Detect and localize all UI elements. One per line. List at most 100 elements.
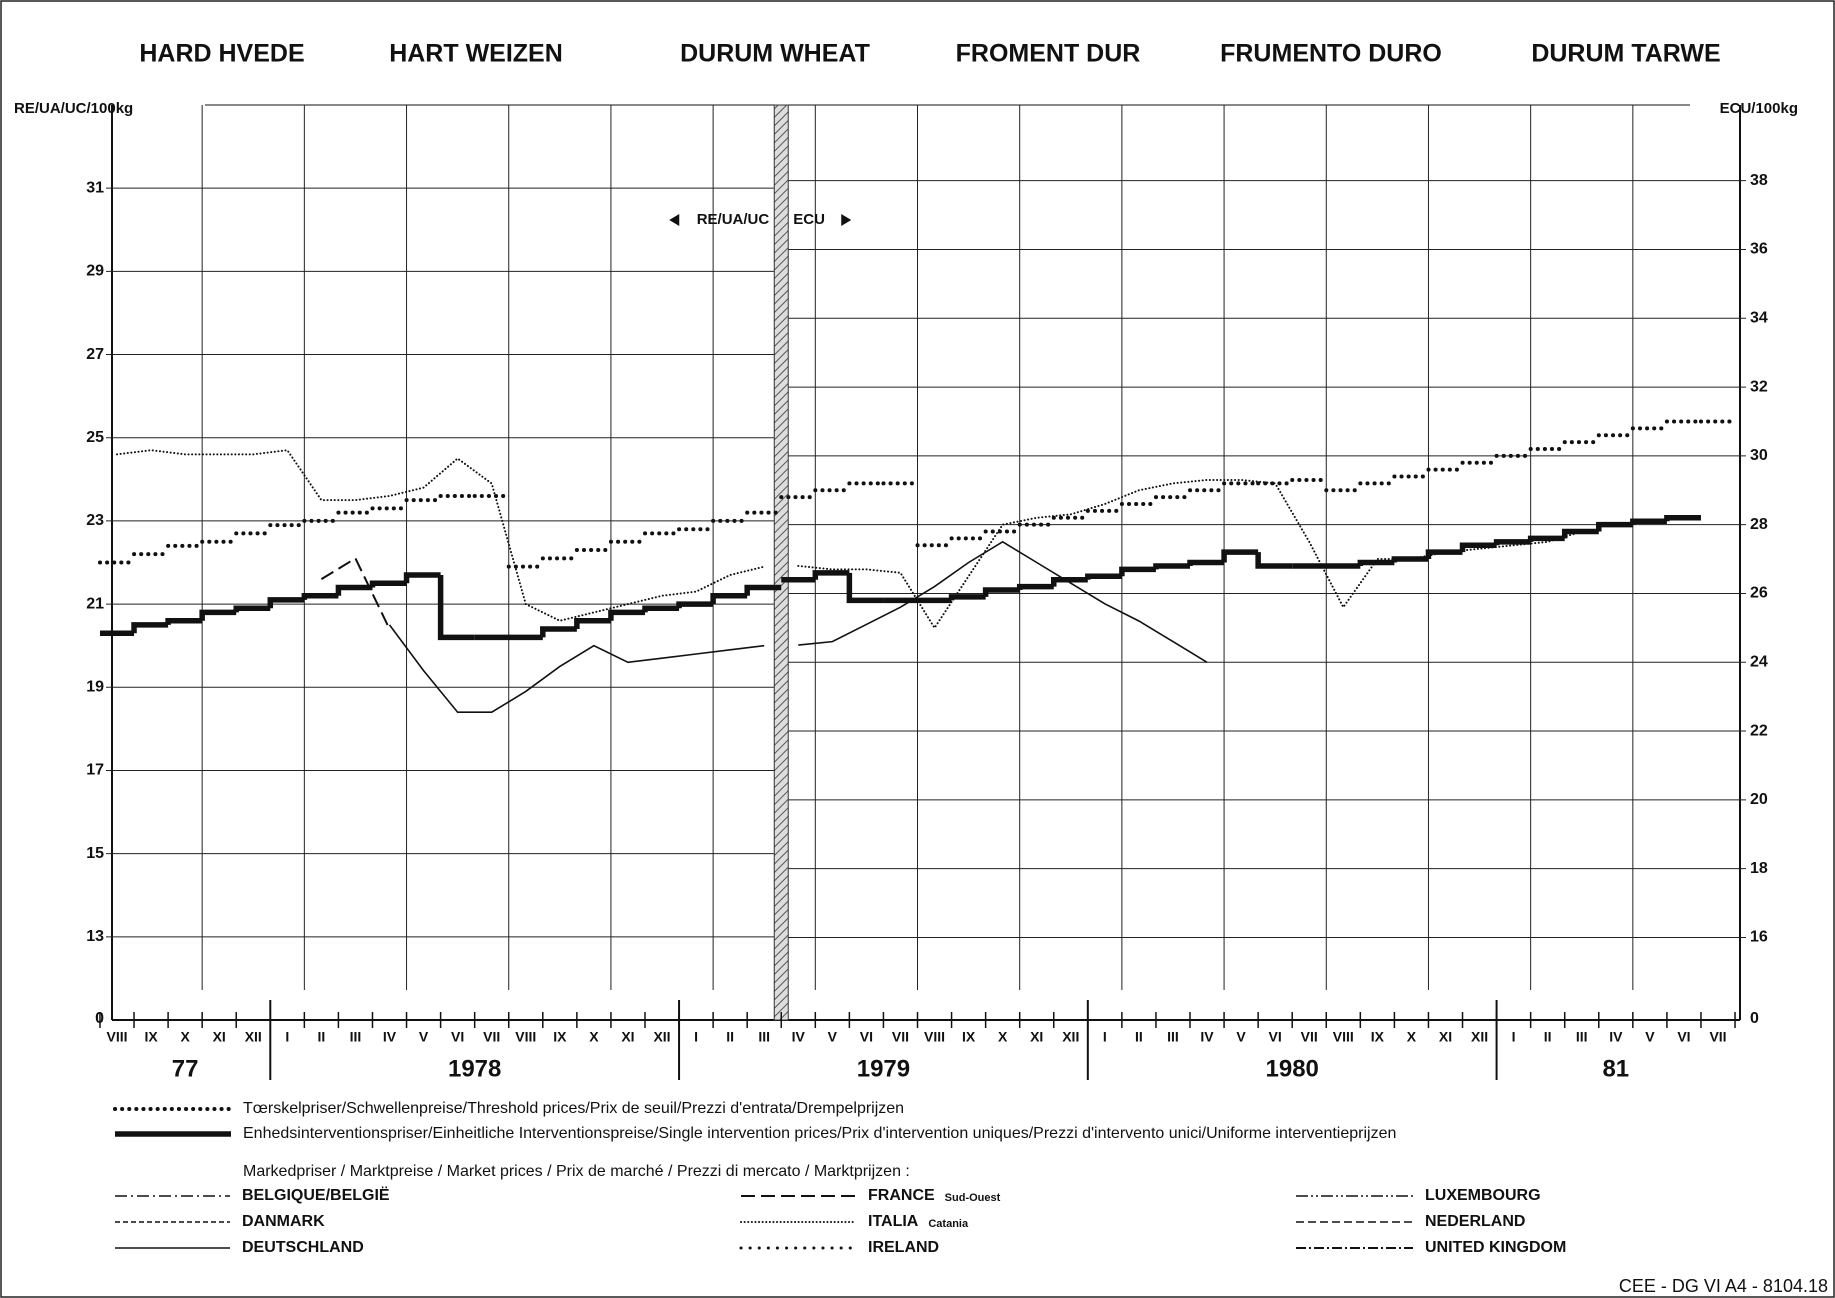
y-axis-label: RE/UA/UC/100kg <box>14 100 133 117</box>
intervention-step <box>1153 563 1191 570</box>
y-tick-label: 13 <box>86 928 104 945</box>
chart-title: FRUMENTO DURO <box>1220 40 1442 68</box>
y-tick-label: 15 <box>86 845 104 862</box>
y2-tick-label: 18 <box>1750 860 1768 877</box>
intervention-step <box>1085 573 1122 580</box>
legend-label: FRANCE <box>868 1187 935 1204</box>
legend-label: Tœrskelpriser/Schwellenpreise/Threshold … <box>243 1100 904 1117</box>
intervention-step <box>1459 542 1497 553</box>
x-tick-label: V <box>419 1029 429 1045</box>
chart-title: HARD HVEDE <box>139 40 304 68</box>
y-tick-label: 27 <box>86 346 104 363</box>
x-tick-label: VI <box>451 1029 464 1045</box>
currency-left: RE/UA/UC <box>697 211 770 228</box>
x-tick-label: IV <box>1200 1029 1214 1045</box>
y2-tick-label: 28 <box>1750 516 1768 533</box>
x-tick-label: VII <box>1301 1029 1318 1045</box>
x-tick-label: III <box>350 1029 362 1045</box>
legend-label: BELGIQUE/BELGIË <box>242 1186 390 1204</box>
x-tick-label: X <box>1407 1029 1417 1045</box>
intervention-step <box>1630 518 1667 525</box>
legend-label: LUXEMBOURG <box>1425 1187 1541 1204</box>
intervention-step <box>267 597 305 609</box>
x-tick-label: XI <box>621 1029 634 1045</box>
x-tick-label: VI <box>860 1029 873 1045</box>
intervention-step <box>199 609 237 621</box>
intervention-step <box>1016 583 1054 591</box>
x-tick-label: IX <box>962 1029 976 1045</box>
x-tick-label: II <box>726 1029 734 1045</box>
intervention-step <box>1187 559 1225 566</box>
market-price-line <box>798 540 1208 663</box>
x-tick-label: V <box>828 1029 838 1045</box>
legend-label: DEUTSCHLAND <box>242 1239 364 1256</box>
market-price-line <box>388 624 765 714</box>
intervention-step <box>1119 566 1156 577</box>
intervention-step <box>812 570 850 580</box>
x-tick-label: VI <box>1269 1029 1282 1045</box>
intervention-step <box>982 587 1020 597</box>
intervention-step <box>1255 552 1293 569</box>
arrow-right <box>841 214 852 226</box>
x-tick-label: X <box>180 1029 190 1045</box>
market-price-line <box>797 478 1583 630</box>
intervention-step <box>1425 549 1463 560</box>
x-tick-label: II <box>317 1029 325 1045</box>
intervention-step <box>642 605 680 613</box>
x-tick-label: V <box>1645 1029 1655 1045</box>
x-tick-label: X <box>998 1029 1008 1045</box>
intervention-step <box>1221 549 1259 563</box>
y-tick-label: 25 <box>86 429 104 446</box>
intervention-step <box>574 617 611 630</box>
x-tick-label: I <box>1103 1029 1107 1045</box>
intervention-step <box>403 572 441 584</box>
intervention-step <box>846 572 884 604</box>
x-tick-label: VII <box>483 1029 500 1045</box>
x-tick-label: XII <box>1471 1029 1488 1045</box>
y-tick-label: 19 <box>86 678 104 695</box>
y2-tick-label: 36 <box>1750 241 1768 258</box>
x-tick-label: IV <box>1609 1029 1623 1045</box>
intervention-step <box>1493 539 1531 546</box>
x-tick-label: IX <box>1371 1029 1385 1045</box>
x-tick-label: VIII <box>106 1029 127 1045</box>
market-header: Markedpriser / Marktpreise / Market pric… <box>243 1163 910 1180</box>
legend-label: ITALIA <box>868 1213 919 1230</box>
x-tick-label: XI <box>1030 1029 1043 1045</box>
chart-title: HART WEIZEN <box>389 40 563 68</box>
y2-axis-label: ECU/100kg <box>1720 100 1798 117</box>
year-label: 77 <box>172 1055 199 1082</box>
y2-tick-label: 22 <box>1750 722 1768 739</box>
x-tick-label: I <box>1512 1029 1516 1045</box>
y-tick-label: 23 <box>86 512 104 529</box>
x-tick-label: VIII <box>515 1029 536 1045</box>
y2-tick-label: 24 <box>1750 653 1768 670</box>
intervention-step <box>437 574 475 641</box>
y2-origin-label: 0 <box>1750 1010 1759 1027</box>
legend-label: IRELAND <box>868 1239 939 1256</box>
intervention-step <box>1596 521 1633 532</box>
y2-tick-label: 20 <box>1750 791 1768 808</box>
x-tick-label: XII <box>653 1029 670 1045</box>
intervention-step <box>369 580 407 588</box>
intervention-step <box>1051 576 1088 587</box>
intervention-step <box>676 601 714 609</box>
year-label: 1980 <box>1266 1055 1319 1082</box>
intervention-step <box>131 622 169 634</box>
chart-title: DURUM TARWE <box>1531 40 1720 68</box>
intervention-step <box>233 605 271 613</box>
intervention-step <box>744 584 782 596</box>
intervention-step <box>1664 515 1701 522</box>
x-tick-label: III <box>758 1029 770 1045</box>
market-price-line <box>116 449 766 622</box>
intervention-step <box>165 617 203 625</box>
x-tick-label: II <box>1135 1029 1143 1045</box>
chart-title: FROMENT DUR <box>956 40 1141 68</box>
x-tick-label: IX <box>553 1029 567 1045</box>
legend-label: NEDERLAND <box>1425 1213 1525 1230</box>
x-tick-label: XII <box>245 1029 262 1045</box>
x-tick-label: IX <box>144 1029 158 1045</box>
legend-label: DANMARK <box>242 1213 325 1230</box>
